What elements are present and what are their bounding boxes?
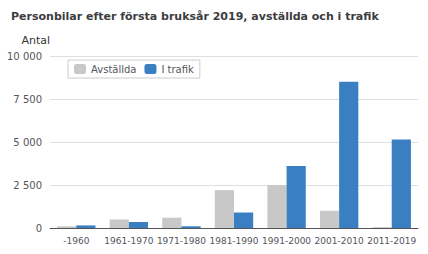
svg-text:Antal: Antal <box>21 34 50 47</box>
svg-text:2 500: 2 500 <box>13 180 42 191</box>
svg-text:1991-2000: 1991-2000 <box>262 236 311 246</box>
svg-text:1961-1970: 1961-1970 <box>104 236 153 246</box>
svg-text:Avställda: Avställda <box>91 64 136 75</box>
svg-text:5 000: 5 000 <box>13 137 42 148</box>
svg-text:7 500: 7 500 <box>13 94 42 105</box>
svg-text:2001-2010: 2001-2010 <box>315 236 364 246</box>
svg-text:-1960: -1960 <box>63 236 89 246</box>
svg-text:Personbilar efter första bruks: Personbilar efter första bruksår 2019, a… <box>11 10 379 23</box>
svg-text:10 000: 10 000 <box>7 51 42 62</box>
svg-text:1971-1980: 1971-1980 <box>157 236 206 246</box>
svg-text:2011-2019: 2011-2019 <box>367 236 416 246</box>
svg-text:0: 0 <box>36 223 42 234</box>
svg-text:I trafik: I trafik <box>161 64 194 75</box>
svg-text:1981-1990: 1981-1990 <box>209 236 258 246</box>
